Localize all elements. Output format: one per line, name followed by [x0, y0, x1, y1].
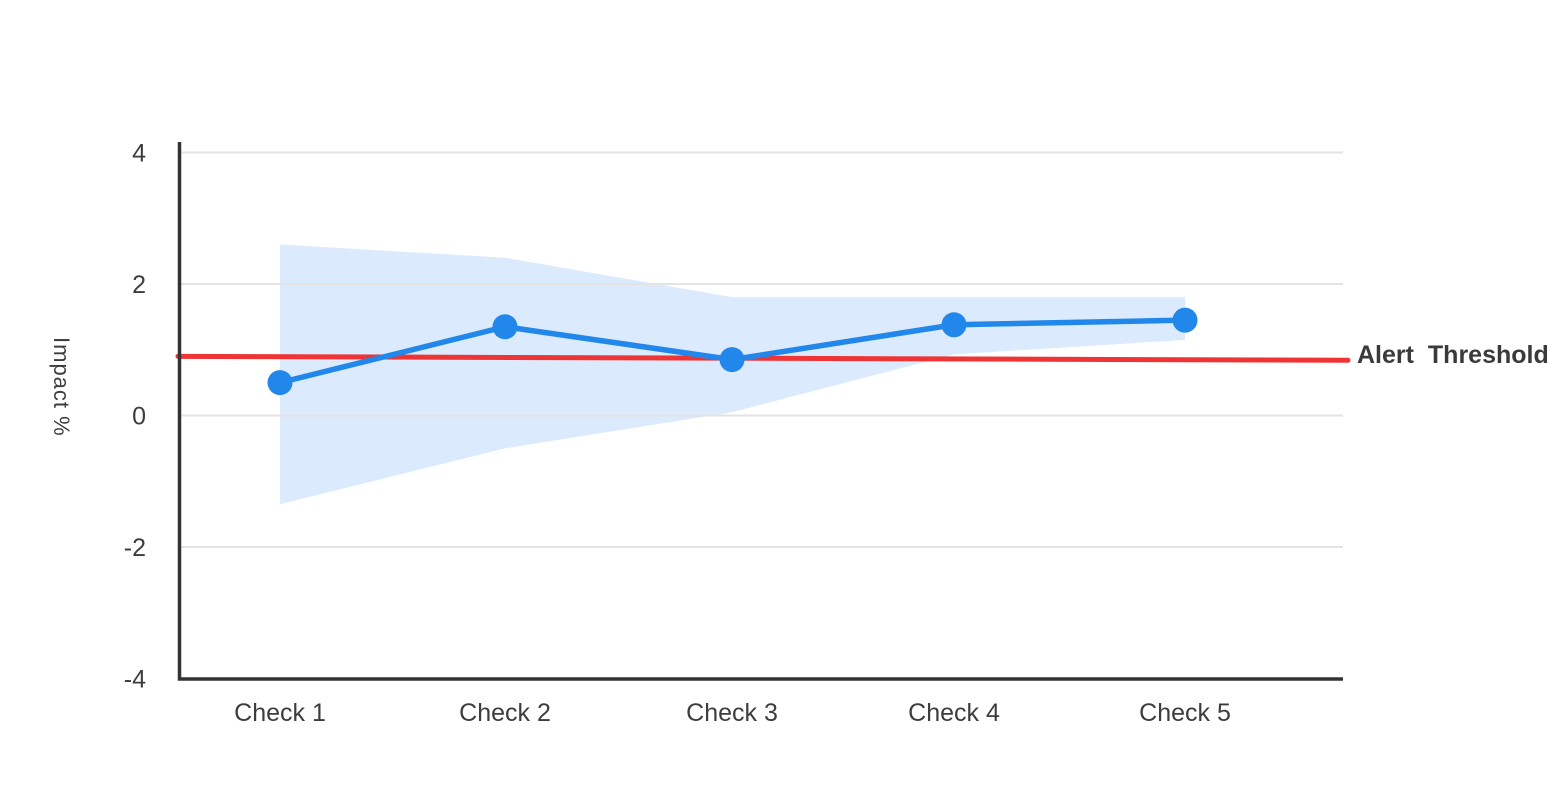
y-tick-label: -4	[124, 666, 146, 694]
x-tick-label: Check 1	[234, 699, 326, 727]
data-point	[267, 370, 293, 396]
x-tick-label: Check 3	[686, 699, 778, 727]
data-point	[941, 312, 967, 338]
axis-line	[177, 142, 1343, 681]
x-tick-label: Check 4	[908, 699, 1000, 727]
x-tick-label: Check 2	[459, 699, 551, 727]
threshold-label: Alert Threshold	[1357, 341, 1549, 369]
confidence-band	[280, 244, 1185, 505]
data-point	[719, 347, 745, 373]
y-tick-label: 4	[132, 140, 146, 168]
y-tick-label: 0	[132, 403, 146, 431]
y-tick-label: -2	[124, 534, 146, 562]
y-tick-label: 2	[132, 271, 146, 299]
data-point	[1172, 307, 1198, 333]
x-tick-label: Check 5	[1139, 699, 1231, 727]
y-axis-title: Impact %	[49, 337, 74, 437]
data-point	[492, 314, 518, 340]
